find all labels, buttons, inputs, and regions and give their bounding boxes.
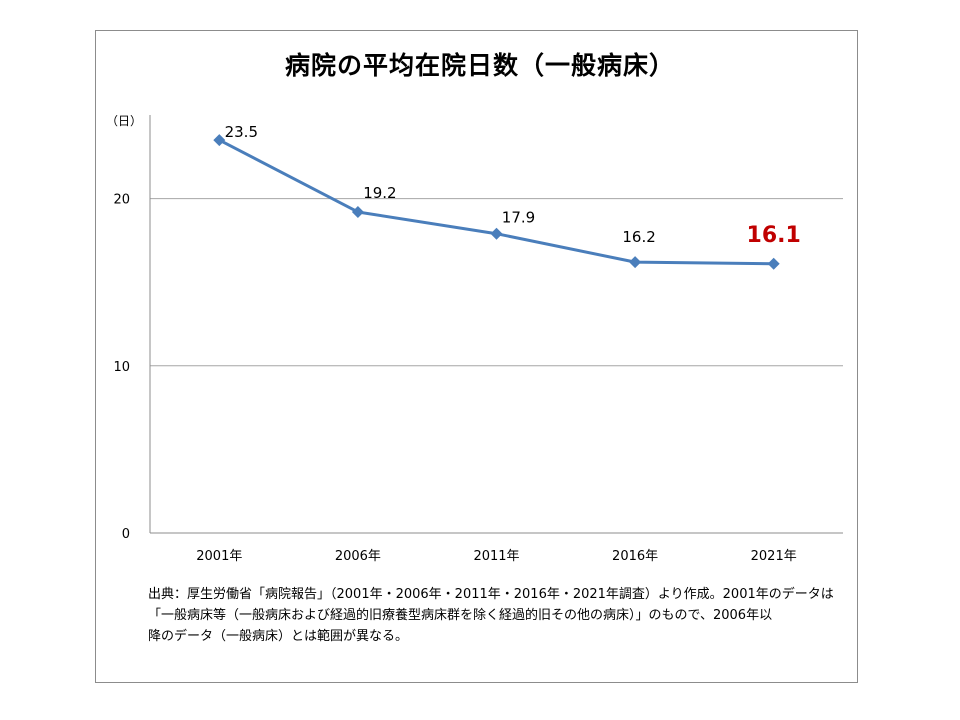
data-label: 23.5 [225,123,258,141]
data-point-marker [213,134,226,147]
data-point-marker [629,256,642,269]
x-tick-label: 2016年 [612,549,658,564]
y-tick-label: 10 [113,360,130,375]
x-tick-label: 2006年 [335,549,381,564]
data-point-marker [351,205,364,218]
data-label: 17.9 [502,209,535,227]
source-note: 出典：厚生労働省「病院報告」（2001年・2006年・2011年・2016年・2… [148,584,838,647]
chart-title: 病院の平均在院日数（一般病床） [284,51,675,80]
series-line [218,138,774,266]
data-label: 16.1 [747,223,801,248]
data-label: 16.2 [622,228,655,246]
y-axis-unit-label: （日） [106,114,142,128]
source-note-line: 「一般病床等（一般病床および経過的旧療養型病床群を除く経過的旧その他の病床）」の… [148,608,773,623]
source-note-line: 降のデータ（一般病床）とは範囲が異なる。 [148,629,409,644]
data-label: 19.2 [363,184,396,202]
x-tick-label: 2001年 [196,549,242,564]
data-point-marker [490,227,503,240]
data-point-marker [767,257,780,270]
x-tick-label: 2021年 [751,549,797,564]
y-tick-label: 20 [113,193,130,208]
y-tick-label: 0 [122,527,130,542]
x-tick-label: 2011年 [473,549,519,564]
source-note-line: 出典：厚生労働省「病院報告」（2001年・2006年・2011年・2016年・2… [148,587,834,602]
